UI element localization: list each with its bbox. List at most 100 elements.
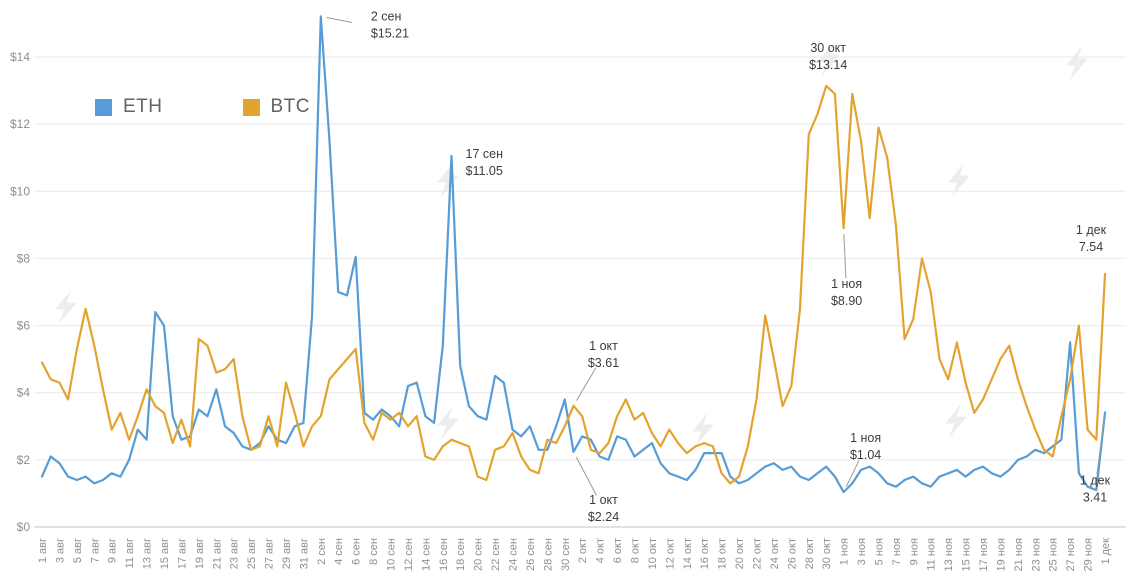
x-tick-label: 13 ноя	[943, 538, 955, 571]
x-tick-label: 29 ноя	[1083, 538, 1095, 571]
annotation-value-label: $11.05	[466, 164, 503, 178]
y-tick-label: $8	[17, 251, 31, 265]
x-tick-label: 2 окт	[577, 538, 589, 563]
y-tick-label: $6	[17, 319, 31, 333]
x-tick-label: 28 окт	[804, 538, 816, 569]
x-tick-label: 23 авг	[229, 538, 241, 569]
x-tick-label: 19 ноя	[995, 538, 1007, 571]
x-tick-label: 25 авг	[246, 538, 258, 569]
legend-item-eth: ETH	[95, 96, 163, 118]
x-tick-label: 10 сен	[386, 538, 398, 571]
x-tick-label: 24 окт	[769, 538, 781, 569]
x-tick-label: 14 окт	[682, 538, 694, 569]
x-tick-label: 11 ноя	[926, 538, 938, 571]
x-tick-label: 12 сен	[403, 538, 415, 571]
y-tick-label: $10	[10, 184, 30, 198]
x-tick-label: 16 окт	[699, 538, 711, 569]
watermark-logo-icon	[945, 404, 967, 439]
x-tick-label: 21 ноя	[1013, 538, 1025, 571]
x-tick-label: 1 ноя	[839, 538, 851, 565]
chart-legend: ETH BTC	[95, 96, 310, 118]
x-tick-label: 27 авг	[264, 538, 276, 569]
y-tick-label: $14	[10, 50, 30, 64]
annotation-value-label: 3.41	[1083, 491, 1107, 505]
x-tick-label: 31 авг	[298, 538, 310, 569]
x-tick-label: 20 окт	[734, 538, 746, 569]
x-tick-label: 7 авг	[89, 538, 101, 563]
x-tick-label: 26 сен	[525, 538, 537, 571]
annotation-date-label: 1 ноя	[850, 431, 881, 445]
y-tick-label: $0	[17, 520, 31, 534]
annotation-date-label: 1 окт	[589, 339, 618, 353]
annotation-leader-line	[843, 234, 847, 279]
y-tick-label: $12	[10, 117, 30, 131]
x-tick-label: 5 ноя	[873, 538, 885, 565]
legend-label-btc: BTC	[270, 96, 310, 117]
legend-label-eth: ETH	[123, 96, 163, 117]
x-tick-label: 22 окт	[751, 538, 763, 569]
annotation-leader-line	[1096, 418, 1105, 475]
x-tick-label: 5 авг	[72, 538, 84, 563]
legend-item-btc: BTC	[242, 96, 311, 118]
watermark-logo-icon	[1066, 46, 1088, 81]
x-tick-label: 13 авг	[142, 538, 154, 569]
series-line-eth	[40, 15, 1107, 494]
watermark-logo-icon	[437, 163, 459, 198]
watermark-logo-icon	[437, 406, 459, 441]
x-tick-label: 17 авг	[176, 538, 188, 569]
x-tick-label: 18 окт	[717, 538, 729, 569]
annotation-leader-line	[575, 456, 597, 496]
y-tick-label: $4	[17, 386, 31, 400]
x-tick-label: 19 авг	[194, 538, 206, 569]
annotation-date-label: 1 дек	[1080, 474, 1111, 488]
x-tick-label: 2 сен	[316, 538, 328, 565]
annotation-value-label: $3.61	[588, 356, 619, 370]
annotation-date-label: 1 дек	[1076, 223, 1107, 237]
x-tick-label: 29 авг	[281, 538, 293, 569]
watermark-logo-icon	[692, 412, 714, 447]
x-tick-label: 9 авг	[107, 538, 119, 563]
legend-swatch-btc-icon	[242, 98, 260, 116]
x-tick-label: 3 авг	[54, 538, 66, 563]
annotation-value-label: 7.54	[1079, 240, 1103, 254]
x-tick-label: 26 окт	[786, 538, 798, 569]
annotation-date-label: 1 окт	[589, 493, 618, 507]
annotation-value-label: $8.90	[831, 294, 862, 308]
annotation-value-label: $2.24	[588, 510, 619, 524]
annotation-date-label: 1 ноя	[831, 277, 862, 291]
x-tick-label: 30 окт	[821, 538, 833, 569]
legend-swatch-eth-icon	[95, 98, 112, 116]
x-tick-label: 22 сен	[490, 538, 502, 571]
x-tick-label: 8 окт	[629, 538, 641, 563]
series-line-btc	[40, 84, 1107, 485]
annotation-date-label: 2 сен	[371, 9, 402, 23]
watermark-logo-icon	[55, 290, 77, 325]
x-tick-label: 16 сен	[438, 538, 450, 571]
annotation-leader-line	[326, 17, 353, 23]
x-tick-label: 1 дек	[1100, 538, 1112, 565]
annotation-value-label: $13.14	[809, 58, 847, 72]
annotation-value-label: $1.04	[850, 448, 881, 462]
watermark-logo-icon	[818, 42, 840, 77]
x-tick-label: 24 сен	[508, 538, 520, 571]
x-tick-label: 28 сен	[542, 538, 554, 571]
x-tick-label: 9 ноя	[908, 538, 920, 565]
annotation-leader-line	[845, 460, 860, 487]
x-tick-label: 11 авг	[124, 538, 136, 568]
x-tick-label: 23 ноя	[1030, 538, 1042, 571]
watermark-logo-icon	[948, 163, 970, 198]
x-tick-label: 8 сен	[368, 538, 380, 565]
x-tick-label: 20 сен	[473, 538, 485, 571]
x-tick-label: 4 сен	[333, 538, 345, 565]
x-tick-label: 15 ноя	[961, 538, 973, 571]
annotation-leader-line	[576, 367, 597, 401]
x-tick-label: 7 ноя	[891, 538, 903, 565]
x-tick-label: 3 ноя	[856, 538, 868, 565]
x-tick-label: 10 окт	[647, 538, 659, 569]
x-tick-label: 6 окт	[612, 538, 624, 563]
y-tick-label: $2	[17, 453, 31, 467]
x-tick-label: 27 ноя	[1065, 538, 1077, 571]
x-tick-label: 18 сен	[455, 538, 467, 571]
